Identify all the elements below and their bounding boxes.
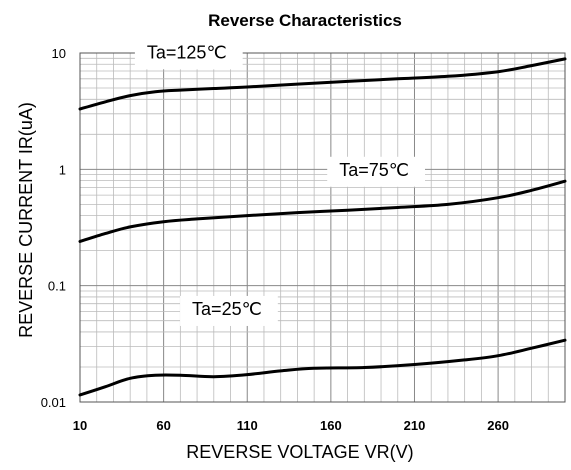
chart-title: Reverse Characteristics	[208, 11, 402, 30]
x-tick-label: 160	[320, 418, 342, 433]
y-tick-label: 1	[59, 162, 66, 177]
y-tick-label: 0.01	[41, 395, 66, 410]
x-tick-label: 260	[487, 418, 509, 433]
curve-label-box-2	[180, 295, 278, 326]
curve-label-boxes	[134, 39, 425, 326]
curve-label-box-1	[327, 156, 425, 187]
series-line-0	[78, 57, 567, 111]
curve-label-box-0	[134, 39, 243, 70]
series-line-1	[78, 179, 567, 243]
curve-label-2: Ta=25℃	[192, 299, 262, 319]
y-axis-label: REVERSE CURRENT IR(uA)	[16, 102, 36, 338]
plot-frame	[79, 52, 566, 403]
grid-lines	[79, 52, 566, 403]
y-tick-label: 10	[52, 46, 66, 61]
curve-label-0: Ta=125℃	[147, 42, 227, 62]
curve-label-1: Ta=75℃	[339, 160, 409, 180]
series-lines	[78, 57, 567, 397]
x-tick-label: 210	[404, 418, 426, 433]
x-axis-label: REVERSE VOLTAGE VR(V)	[186, 442, 413, 462]
x-tick-label: 60	[156, 418, 170, 433]
y-tick-label: 0.1	[48, 279, 66, 294]
x-tick-label: 110	[237, 418, 258, 433]
x-tick-label: 10	[73, 418, 87, 433]
curve-labels: Ta=125℃ Ta=75℃ Ta=25℃	[147, 42, 409, 319]
series-line-2	[78, 338, 567, 397]
